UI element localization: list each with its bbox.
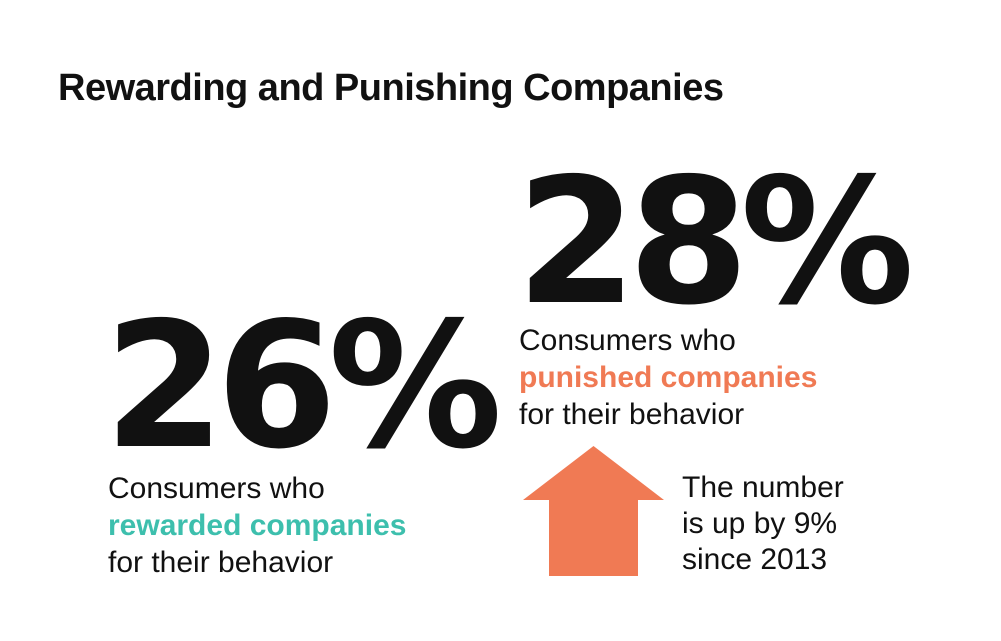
rewarded-line-1: Consumers who [108, 472, 325, 505]
rewarded-description: Consumers who rewarded companies for the… [108, 470, 406, 581]
increase-note: The number is up by 9% since 2013 [682, 470, 844, 578]
punished-line-3: for their behavior [519, 398, 745, 431]
increase-line-3: since 2013 [682, 543, 828, 576]
rewarded-highlight: rewarded companies [108, 509, 407, 542]
punished-percentage: 28% [516, 141, 914, 344]
rewarded-line-3: for their behavior [108, 546, 334, 579]
punished-highlight: punished companies [519, 361, 818, 394]
up-arrow-icon [523, 446, 664, 576]
punished-line-1: Consumers who [519, 324, 736, 357]
page-title: Rewarding and Punishing Companies [58, 67, 724, 109]
increase-line-2: is up by 9% [682, 507, 838, 540]
rewarded-percentage: 26% [104, 285, 502, 488]
increase-line-1: The number [682, 471, 844, 504]
punished-description: Consumers who punished companies for the… [519, 322, 817, 433]
